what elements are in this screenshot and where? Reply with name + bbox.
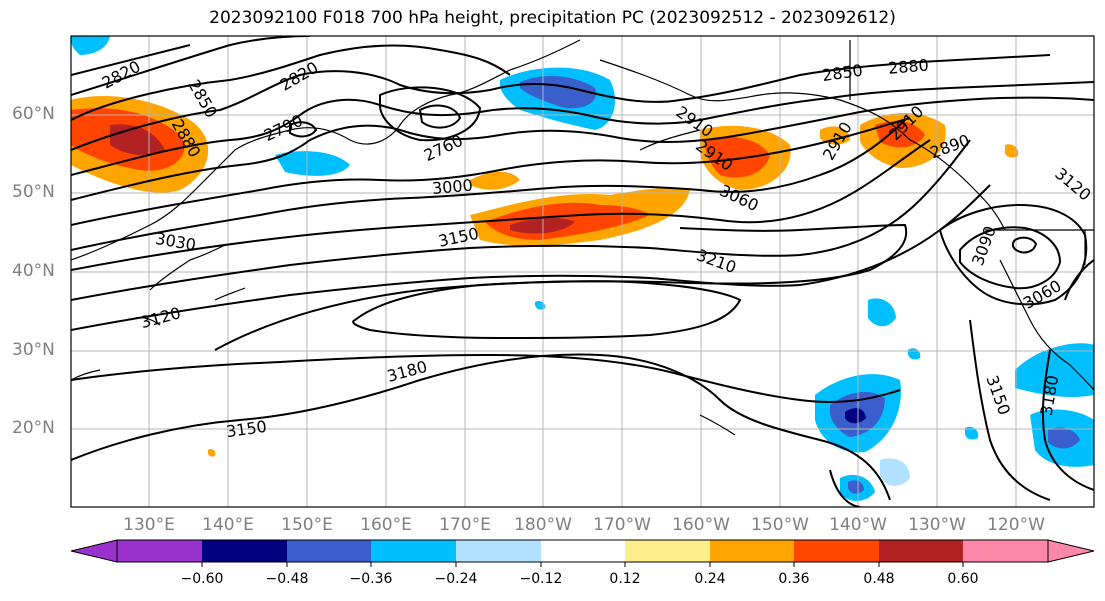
lon-label: 170°W: [593, 515, 651, 535]
colorbar-segment: [625, 540, 710, 562]
lat-label: 30°N: [12, 340, 55, 360]
precip-negative-area: [275, 151, 350, 176]
contour-label: 3090: [968, 223, 1000, 268]
lon-label: 170°E: [439, 515, 491, 535]
lon-label: 130°E: [123, 515, 175, 535]
precip-positive-area: [820, 126, 850, 145]
contour-label: 3150: [982, 373, 1014, 418]
height-contours: [71, 36, 1094, 507]
colorbar-extend-min: [70, 539, 118, 563]
colorbar-tick-label: −0.60: [180, 571, 224, 587]
lon-label: 140°W: [829, 515, 887, 535]
lon-label: 120°W: [987, 515, 1045, 535]
lon-label: 160°E: [360, 515, 412, 535]
contour-label: 2850: [821, 61, 864, 85]
precip-negative-area: [71, 36, 110, 55]
precip-negative-area: [535, 300, 546, 310]
lat-label: 40°N: [12, 261, 55, 281]
lat-label: 60°N: [12, 104, 55, 124]
colorbar-tick-label: 0.36: [778, 571, 810, 587]
colorbar-tick-label: −0.12: [519, 571, 563, 587]
lon-label: 140°E: [202, 515, 254, 535]
map-frame: [70, 35, 1095, 508]
colorbar-segment: [879, 540, 963, 562]
precip-positive-area: [470, 171, 520, 190]
precip-negative-area: [845, 408, 866, 424]
precip-negative-area: [907, 348, 921, 360]
colorbar-tick-label: 0.12: [609, 571, 641, 587]
colorbar-tick-label: −0.24: [434, 571, 478, 587]
lon-label: 160°W: [672, 515, 730, 535]
lon-label: 150°W: [751, 515, 809, 535]
lat-label: 20°N: [12, 418, 55, 438]
precip-negative-area: [964, 426, 979, 440]
contour-label: 2790: [261, 111, 306, 145]
colorbar-segment: [963, 540, 1048, 562]
precip-shading: [71, 36, 1094, 502]
colorbar-extend-max: [1047, 539, 1095, 563]
precip-positive-area: [207, 448, 216, 457]
contour-label: 3030: [154, 229, 197, 255]
colorbar-segment: [371, 540, 456, 562]
map-title: 2023092100 F018 700 hPa height, precipit…: [209, 8, 896, 28]
colorbar-tick-label: 0.60: [947, 571, 979, 587]
contour-label: 3180: [385, 357, 429, 386]
colorbar-tick-label: −0.48: [265, 571, 309, 587]
precip-negative-area: [880, 458, 910, 486]
lon-label: 180°W: [514, 515, 572, 535]
colorbar-tick-label: 0.48: [863, 571, 895, 587]
contour-label: 3120: [139, 303, 183, 332]
colorbar-segment: [202, 540, 287, 562]
colorbar-segment: [541, 540, 625, 562]
contour-label: 3120: [1051, 164, 1094, 205]
gridlines: [71, 36, 1094, 507]
colorbar: [70, 539, 1095, 567]
colorbar-tick-label: 0.24: [694, 571, 726, 587]
contour-label: 3150: [437, 224, 481, 251]
lat-label: 50°N: [12, 182, 55, 202]
colorbar-segment: [456, 540, 541, 562]
precip-positive-area: [1004, 144, 1019, 158]
precip-positive-area: [705, 136, 770, 178]
precip-negative-area: [1015, 343, 1094, 398]
contour-label: 3000: [431, 175, 473, 197]
lon-label: 150°E: [281, 515, 333, 535]
lon-label: 130°W: [908, 515, 966, 535]
precip-negative-area: [868, 298, 896, 327]
precip-negative-area: [1048, 427, 1080, 449]
colorbar-segment: [794, 540, 879, 562]
colorbar-segment: [117, 540, 202, 562]
colorbar-segment: [710, 540, 794, 562]
contour-label: 2880: [887, 55, 929, 77]
precip-negative-area: [848, 480, 864, 494]
contour-label: 3060: [1020, 276, 1065, 313]
colorbar-tick-label: −0.36: [349, 571, 393, 587]
contour-label: 2820: [277, 58, 322, 95]
colorbar-segment: [287, 540, 371, 562]
